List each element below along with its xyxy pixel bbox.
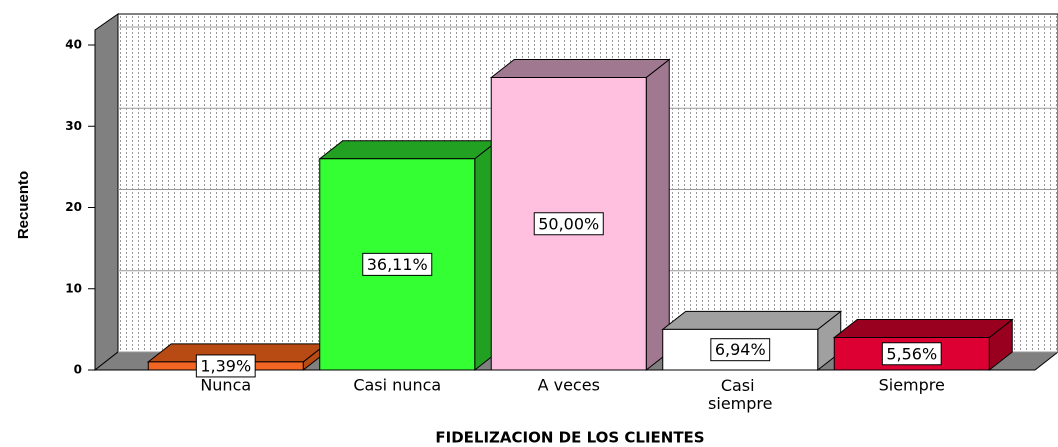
value-label: 6,94%	[715, 340, 766, 359]
bar-top	[661, 310, 843, 330]
bar-top	[489, 59, 671, 78]
value-label-box	[195, 354, 256, 378]
left-wall	[94, 13, 119, 372]
x-tick-label: Nunca	[200, 376, 251, 395]
bar-side	[645, 58, 670, 372]
bar-top	[832, 319, 1014, 338]
bar-top	[318, 140, 500, 160]
x-tick-label: Casi nunca	[353, 376, 441, 395]
value-label: 50,00%	[538, 214, 599, 233]
y-tick-label: 40	[65, 38, 82, 52]
value-label: 5,56%	[886, 344, 937, 363]
y-tick-label: 0	[74, 363, 82, 377]
value-label-box	[533, 212, 604, 236]
x-axis-title: FIDELIZACION DE LOS CLIENTES	[435, 429, 704, 447]
y-tick-label: 10	[65, 281, 82, 295]
y-axis-title: Recuento	[15, 171, 32, 239]
x-tick-label-line: Casi	[721, 376, 760, 395]
value-label-box	[710, 338, 771, 362]
value-label-box	[362, 252, 433, 276]
value-label: 1,39%	[200, 356, 251, 375]
x-tick-label-line: siempre	[708, 394, 772, 413]
y-tick-label: 30	[65, 119, 82, 133]
value-label-box	[881, 342, 942, 366]
x-tick-label: Siempre	[879, 376, 945, 395]
y-tick-label: 20	[65, 200, 82, 214]
x-tick-label: A veces	[538, 376, 600, 395]
value-label: 36,11%	[367, 255, 428, 274]
x-tick-label: Casi siempre	[708, 376, 772, 413]
